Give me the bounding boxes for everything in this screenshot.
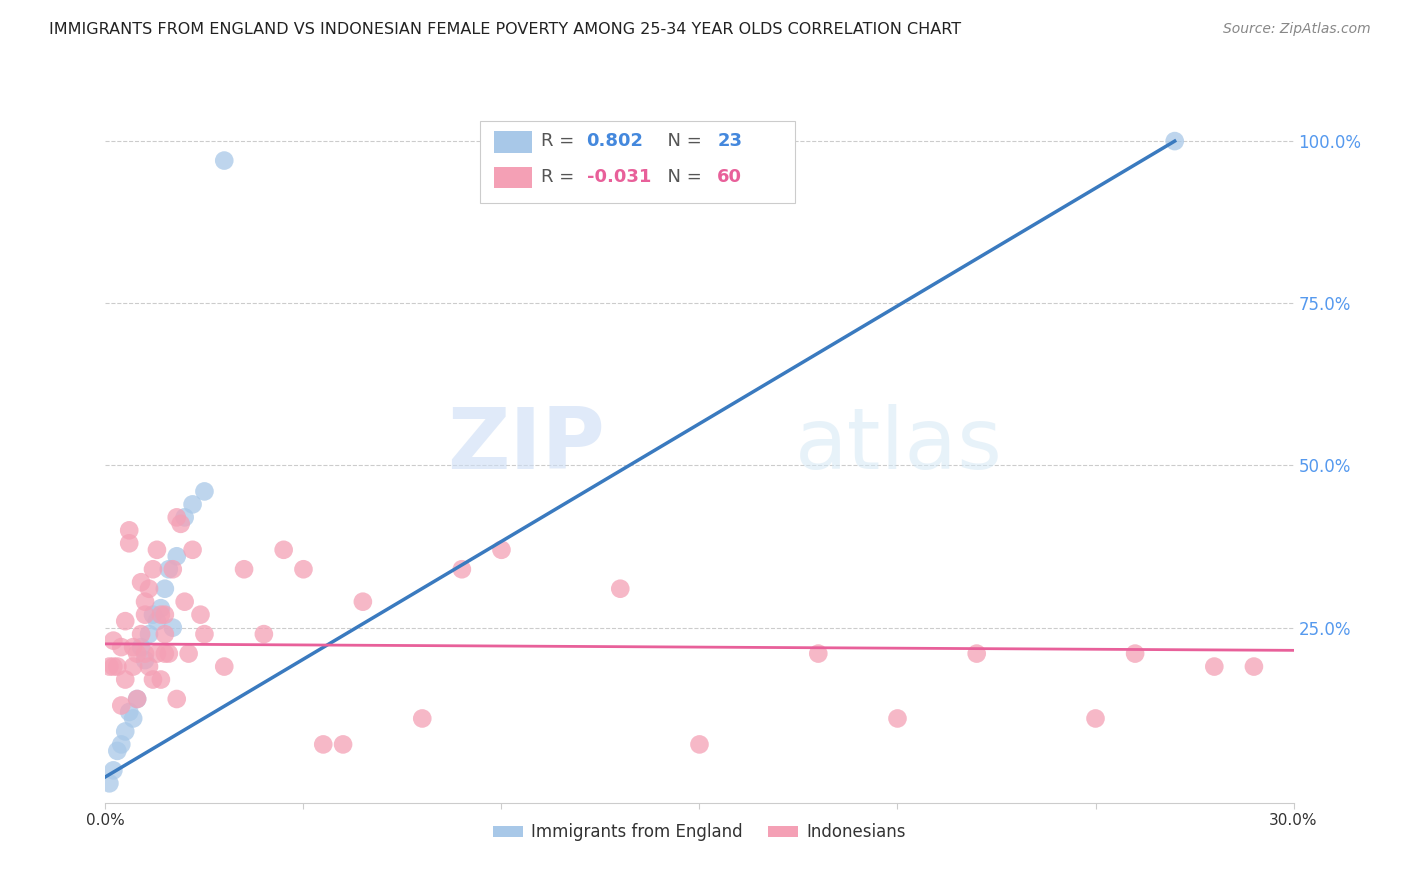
Text: 23: 23 (717, 132, 742, 150)
Point (1204, 659, 1226, 673)
Point (142, 607, 165, 622)
Point (134, 647, 156, 661)
Point (134, 595, 156, 609)
Point (689, 738, 711, 752)
Point (332, 738, 354, 752)
Point (110, 698, 132, 713)
Text: N =: N = (655, 168, 707, 186)
Point (1243, 659, 1265, 673)
Point (122, 640, 145, 654)
Point (352, 595, 374, 609)
Point (177, 647, 200, 661)
Point (214, 659, 236, 673)
Point (157, 647, 180, 661)
Point (127, 692, 149, 706)
Point (190, 607, 212, 622)
Text: atlas: atlas (794, 404, 1002, 488)
Point (105, 744, 128, 758)
Point (153, 647, 176, 661)
Point (153, 607, 176, 622)
Point (166, 510, 188, 524)
Point (609, 582, 631, 596)
Point (138, 659, 160, 673)
Text: Source: ZipAtlas.com: Source: ZipAtlas.com (1223, 22, 1371, 37)
Point (118, 536, 141, 550)
Point (149, 607, 172, 622)
Point (146, 542, 169, 557)
Point (491, 542, 513, 557)
Point (105, 659, 128, 673)
Point (149, 601, 172, 615)
Point (127, 692, 149, 706)
Point (142, 673, 165, 687)
Point (807, 647, 830, 661)
Text: R =: R = (541, 168, 581, 186)
Point (110, 640, 132, 654)
Point (162, 621, 184, 635)
Point (253, 627, 276, 641)
Point (181, 497, 204, 511)
Legend: Immigrants from England, Indonesians: Immigrants from England, Indonesians (486, 817, 912, 848)
Text: ZIP: ZIP (447, 404, 605, 488)
Point (114, 614, 136, 628)
Point (129, 575, 152, 590)
Point (129, 640, 152, 654)
Point (1164, 134, 1187, 148)
Point (134, 607, 156, 622)
Point (122, 711, 145, 725)
Point (273, 542, 295, 557)
Point (146, 647, 169, 661)
Text: 60: 60 (717, 168, 742, 186)
FancyBboxPatch shape (494, 131, 531, 153)
Point (153, 627, 176, 641)
Point (122, 659, 145, 673)
Text: 0.802: 0.802 (586, 132, 644, 150)
Text: IMMIGRANTS FROM ENGLAND VS INDONESIAN FEMALE POVERTY AMONG 25-34 YEAR OLDS CORRE: IMMIGRANTS FROM ENGLAND VS INDONESIAN FE… (49, 22, 962, 37)
Point (110, 738, 132, 752)
Point (181, 542, 204, 557)
Point (1123, 647, 1146, 661)
Point (118, 705, 141, 719)
Text: N =: N = (655, 132, 707, 150)
Point (162, 562, 184, 576)
FancyBboxPatch shape (494, 167, 531, 188)
Point (233, 562, 256, 576)
Point (98, 659, 121, 673)
Point (170, 516, 193, 531)
Point (214, 153, 236, 168)
Point (103, 764, 125, 778)
Point (1084, 711, 1107, 725)
Point (98, 776, 121, 790)
Point (886, 711, 908, 725)
Point (157, 562, 180, 576)
Point (138, 582, 160, 596)
Point (153, 582, 176, 596)
Point (149, 673, 172, 687)
Point (138, 627, 160, 641)
Point (114, 673, 136, 687)
Point (129, 627, 152, 641)
Point (146, 614, 169, 628)
Point (312, 738, 335, 752)
Text: R =: R = (541, 132, 581, 150)
Point (142, 562, 165, 576)
Text: -0.031: -0.031 (586, 168, 651, 186)
FancyBboxPatch shape (479, 121, 794, 203)
Point (166, 549, 188, 564)
Point (134, 653, 156, 667)
Point (193, 627, 215, 641)
Point (127, 647, 149, 661)
Point (103, 659, 125, 673)
Point (103, 633, 125, 648)
Point (292, 562, 315, 576)
Point (173, 510, 195, 524)
Point (166, 692, 188, 706)
Point (118, 524, 141, 538)
Point (966, 647, 988, 661)
Point (411, 711, 433, 725)
Point (114, 724, 136, 739)
Point (450, 562, 472, 576)
Point (173, 595, 195, 609)
Point (193, 484, 215, 499)
